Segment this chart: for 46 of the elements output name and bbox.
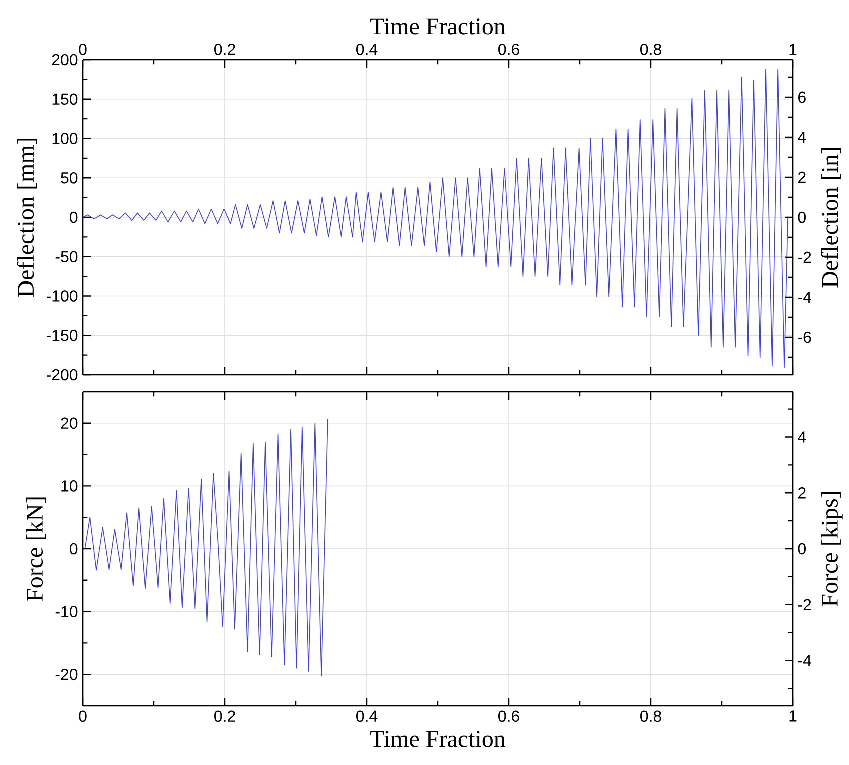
y2-tick-label: 4 (798, 432, 806, 443)
y2-tick-label: 2 (798, 172, 806, 184)
y2-tick-label: -2 (798, 599, 812, 610)
x-tick-label: 0.8 (640, 710, 662, 722)
y-tick-label: 150 (52, 94, 78, 106)
x2-tick-label: 1 (790, 44, 797, 56)
y-tick-label: 10 (62, 480, 78, 492)
y-tick-label: 200 (52, 54, 78, 66)
y-tick-label: 0 (70, 543, 78, 555)
x-tick-label: 0.4 (356, 710, 378, 722)
y-tick-label: 20 (61, 418, 78, 430)
y2-axis-title: Deflection [in] (821, 148, 842, 288)
x2-tick-label: 0.4 (356, 44, 378, 56)
x2-tick-label: 0.8 (640, 44, 662, 56)
y-axis-title: Deflection [mm] (17, 138, 38, 298)
y2-tick-label: -2 (798, 252, 812, 264)
x-tick-label: 0.6 (498, 710, 520, 722)
y2-tick-label: -6 (798, 332, 812, 344)
y-tick-label: 0 (70, 212, 78, 224)
y-tick-label: -200 (46, 369, 78, 381)
y2-axis-title: Force [kips] (821, 492, 843, 607)
line-series (84, 418, 328, 676)
x2-tick-label: 0 (79, 44, 87, 56)
y2-tick-label: 4 (798, 132, 806, 143)
y2-tick-label: 0 (798, 543, 806, 555)
y2-tick-label: 0 (798, 212, 806, 224)
y-axis-title: Force [kN] (26, 498, 46, 602)
y2-tick-label: 6 (798, 92, 806, 104)
x2-axis-title: Time Fraction (370, 18, 506, 35)
x-tick-label: 1 (790, 710, 797, 722)
y-tick-label: 50 (61, 172, 78, 184)
x-tick-label: 0.2 (214, 710, 236, 722)
x2-tick-label: 0.6 (498, 44, 520, 56)
y-tick-label: -50 (56, 251, 78, 263)
line-series (83, 69, 788, 368)
y-tick-label: -100 (46, 290, 78, 302)
y-tick-label: -10 (56, 606, 78, 618)
x2-tick-label: 0.2 (214, 44, 236, 56)
y-tick-label: -20 (56, 668, 78, 680)
y2-tick-label: -4 (798, 655, 812, 666)
y2-tick-label: -4 (798, 292, 812, 304)
x-tick-label: 0 (79, 710, 87, 722)
y-tick-label: -150 (46, 330, 78, 342)
y2-tick-label: 2 (798, 488, 806, 499)
x-axis-title: Time Fraction (370, 731, 506, 748)
y-tick-label: 100 (52, 133, 78, 144)
